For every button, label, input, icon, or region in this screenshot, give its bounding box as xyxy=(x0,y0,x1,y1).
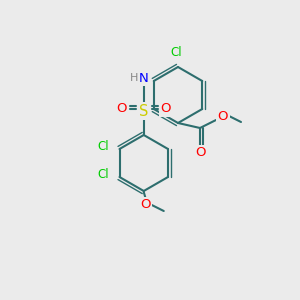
Text: Cl: Cl xyxy=(170,46,182,59)
Text: O: O xyxy=(140,199,151,212)
Text: N: N xyxy=(139,71,148,85)
Text: O: O xyxy=(116,103,127,116)
Text: O: O xyxy=(218,110,228,122)
Text: O: O xyxy=(160,103,171,116)
Text: O: O xyxy=(196,146,206,160)
Text: Cl: Cl xyxy=(98,169,109,182)
Text: S: S xyxy=(139,103,148,118)
Text: Cl: Cl xyxy=(98,140,109,154)
Text: H: H xyxy=(130,73,138,83)
